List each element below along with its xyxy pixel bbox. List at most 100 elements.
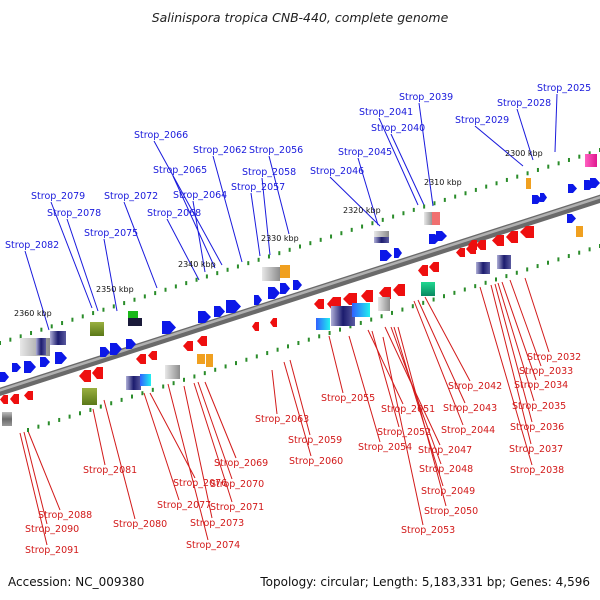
- feature-block: [206, 354, 213, 367]
- ruler-tick: [185, 281, 188, 286]
- reverse-gene: [197, 336, 207, 346]
- ruler-label: 2320 kbp: [343, 206, 381, 215]
- forward-leader-line: [268, 155, 290, 235]
- ruler-tick: [536, 264, 539, 269]
- reverse-gene-label: Strop_2060: [289, 456, 343, 467]
- ruler-tick: [402, 211, 405, 216]
- ruler-tick: [328, 330, 331, 335]
- ruler-tick: [50, 324, 53, 329]
- reverse-gene: [79, 370, 91, 382]
- feature-block: [424, 212, 433, 225]
- forward-gene: [293, 280, 302, 290]
- ruler-tick: [557, 257, 560, 262]
- forward-leader-line: [192, 200, 206, 273]
- forward-leader-line: [172, 175, 216, 269]
- reverse-gene-label: Strop_2051: [381, 404, 435, 415]
- ruler-tick: [195, 277, 198, 282]
- ruler-tick: [401, 307, 404, 312]
- ruler-tick: [151, 387, 154, 392]
- forward-gene: [40, 357, 50, 367]
- feature-block: [352, 303, 370, 317]
- reverse-gene: [492, 235, 504, 246]
- ruler-tick: [172, 381, 175, 386]
- ruler-tick: [526, 171, 529, 176]
- ruler-tick: [58, 417, 61, 422]
- forward-gene-label: Strop_2075: [84, 228, 138, 239]
- ruler-tick: [164, 287, 167, 292]
- ruler-tick: [464, 191, 467, 196]
- forward-gene-label: Strop_2066: [134, 130, 188, 141]
- reverse-gene: [468, 240, 477, 250]
- reverse-gene-label: Strop_2050: [424, 506, 478, 517]
- forward-leader-line: [261, 177, 271, 256]
- reverse-gene-label: Strop_2070: [210, 479, 264, 490]
- reverse-gene: [92, 367, 103, 379]
- reverse-leader-line: [92, 408, 106, 466]
- forward-gene: [12, 363, 21, 372]
- ruler-tick: [474, 284, 477, 289]
- forward-gene: [567, 214, 576, 223]
- forward-gene: [280, 283, 290, 294]
- ruler-tick: [216, 271, 219, 276]
- ruler-tick: [205, 274, 208, 279]
- reverse-gene-label: Strop_2090: [25, 524, 79, 535]
- forward-gene-label: Strop_2045: [338, 147, 392, 158]
- reverse-leader-line: [27, 430, 61, 511]
- forward-gene-label: Strop_2062: [193, 145, 247, 156]
- ruler-tick: [276, 347, 279, 352]
- ruler-tick: [267, 254, 270, 259]
- ruler-tick: [141, 391, 144, 396]
- reverse-leader-line: [524, 277, 550, 353]
- ruler-tick: [143, 294, 146, 299]
- reverse-leader-line: [103, 399, 136, 520]
- ruler-tick: [287, 344, 289, 349]
- ruler-tick: [339, 327, 341, 332]
- reverse-gene-label: Strop_2088: [38, 510, 92, 521]
- label-leader-lines: [19, 93, 558, 546]
- ruler-tick: [381, 217, 384, 222]
- forward-gene: [226, 300, 241, 313]
- reverse-gene-label: Strop_2080: [113, 519, 167, 530]
- ruler-tick: [255, 354, 258, 359]
- feature-block: [262, 267, 280, 281]
- ruler-tick: [226, 267, 229, 272]
- forward-leader-line: [390, 133, 425, 206]
- ruler-tick: [174, 284, 177, 289]
- ruler-tick: [547, 164, 550, 169]
- ruler-ticks: [0, 148, 600, 432]
- forward-leader-line: [123, 201, 158, 289]
- ruler-tick: [245, 357, 248, 362]
- genome-backbone: [0, 194, 600, 396]
- ruler-tick: [102, 307, 105, 312]
- reverse-gene: [418, 265, 428, 276]
- reverse-gene-label: Strop_2052: [377, 427, 431, 438]
- forward-strand-labels: Strop_2025 Strop_2028 Strop_2029 Strop_2039…: [5, 83, 591, 251]
- reverse-gene-label: Strop_2036: [510, 422, 564, 433]
- forward-gene: [254, 295, 262, 305]
- ruler-tick: [412, 207, 415, 212]
- reverse-gene: [343, 293, 357, 305]
- reverse-gene-label: Strop_2034: [514, 380, 568, 391]
- feature-block: [432, 212, 440, 225]
- reverse-leader-line: [367, 329, 404, 405]
- ruler-tick: [257, 257, 260, 262]
- forward-leader-line: [554, 93, 558, 153]
- forward-gene-label: Strop_2046: [310, 166, 364, 177]
- forward-gene-label: Strop_2041: [359, 107, 413, 118]
- reverse-gene-label: Strop_2047: [418, 445, 472, 456]
- reverse-gene-label: Strop_2077: [157, 500, 211, 511]
- reverse-gene-label: Strop_2055: [321, 393, 375, 404]
- ruler-tick: [588, 247, 591, 252]
- ruler-tick: [162, 384, 165, 389]
- reverse-gene-label: Strop_2091: [25, 545, 79, 556]
- ruler-tick: [203, 371, 206, 376]
- reverse-leader-line: [413, 300, 464, 426]
- reverse-leader-line: [417, 299, 466, 404]
- feature-block: [50, 331, 66, 345]
- reverse-leader-line: [328, 335, 344, 394]
- forward-gene-label: Strop_2056: [249, 145, 303, 156]
- reverse-leader-line: [289, 359, 311, 436]
- reverse-gene: [506, 231, 518, 243]
- feature-block: [585, 154, 597, 167]
